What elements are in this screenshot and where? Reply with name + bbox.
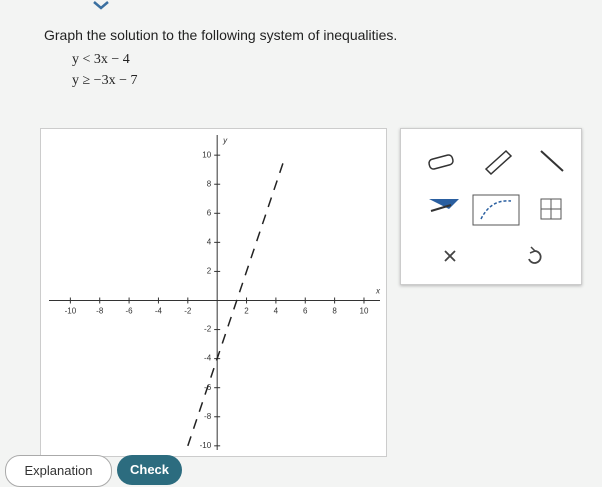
dashed-boundary-line xyxy=(187,157,286,447)
eraser-tool[interactable] xyxy=(428,154,454,170)
inequality: y < 3x − 4 xyxy=(72,52,130,67)
y-tick-label: -8 xyxy=(204,412,212,421)
fill-tool[interactable] xyxy=(429,199,459,212)
clear-button[interactable] xyxy=(444,250,456,262)
inequality: y ≥ −3x − 7 xyxy=(72,73,138,88)
tool-panel xyxy=(400,128,582,285)
check-button[interactable]: Check xyxy=(117,455,182,485)
line-tool[interactable] xyxy=(540,150,564,172)
y-axis-label: y xyxy=(222,136,228,145)
x-axis-label: x xyxy=(375,287,381,296)
x-tick-label: -10 xyxy=(65,307,77,316)
x-tick-label: 8 xyxy=(332,307,337,316)
collapse-chevron[interactable] xyxy=(90,0,112,12)
x-tick-label: 2 xyxy=(244,307,249,316)
y-tick-label: 4 xyxy=(207,237,212,246)
y-tick-label: 2 xyxy=(207,267,212,276)
explanation-button[interactable]: Explanation xyxy=(5,455,112,487)
y-tick-label: 8 xyxy=(207,179,212,188)
y-tick-label: 6 xyxy=(207,208,212,217)
undo-button[interactable] xyxy=(528,246,542,264)
x-tick-label: 10 xyxy=(360,307,369,316)
y-tick-label: -2 xyxy=(204,325,212,334)
x-tick-label: 4 xyxy=(274,307,279,316)
inequality-tool[interactable] xyxy=(472,194,520,226)
x-tick-label: -6 xyxy=(126,307,134,316)
y-tick-label: -4 xyxy=(204,354,212,363)
grid-tool[interactable] xyxy=(540,198,562,220)
prompt: Graph the solution to the following syst… xyxy=(44,27,398,43)
tool-icons xyxy=(428,149,564,264)
x-tick-label: -2 xyxy=(184,307,192,316)
x-tick-label: 6 xyxy=(303,307,308,316)
y-tick-label: -10 xyxy=(200,441,212,450)
y-tick-label: 10 xyxy=(202,150,211,159)
x-tick-label: -8 xyxy=(96,307,104,316)
x-tick-label: -4 xyxy=(155,307,163,316)
pencil-tool[interactable] xyxy=(484,149,513,176)
